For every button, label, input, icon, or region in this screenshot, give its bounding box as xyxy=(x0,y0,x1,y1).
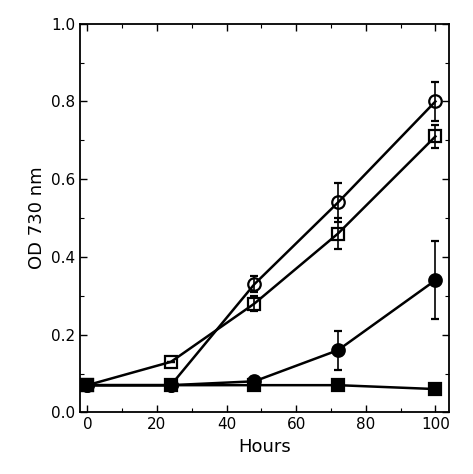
Y-axis label: OD 730 nm: OD 730 nm xyxy=(28,167,46,269)
X-axis label: Hours: Hours xyxy=(238,438,291,456)
